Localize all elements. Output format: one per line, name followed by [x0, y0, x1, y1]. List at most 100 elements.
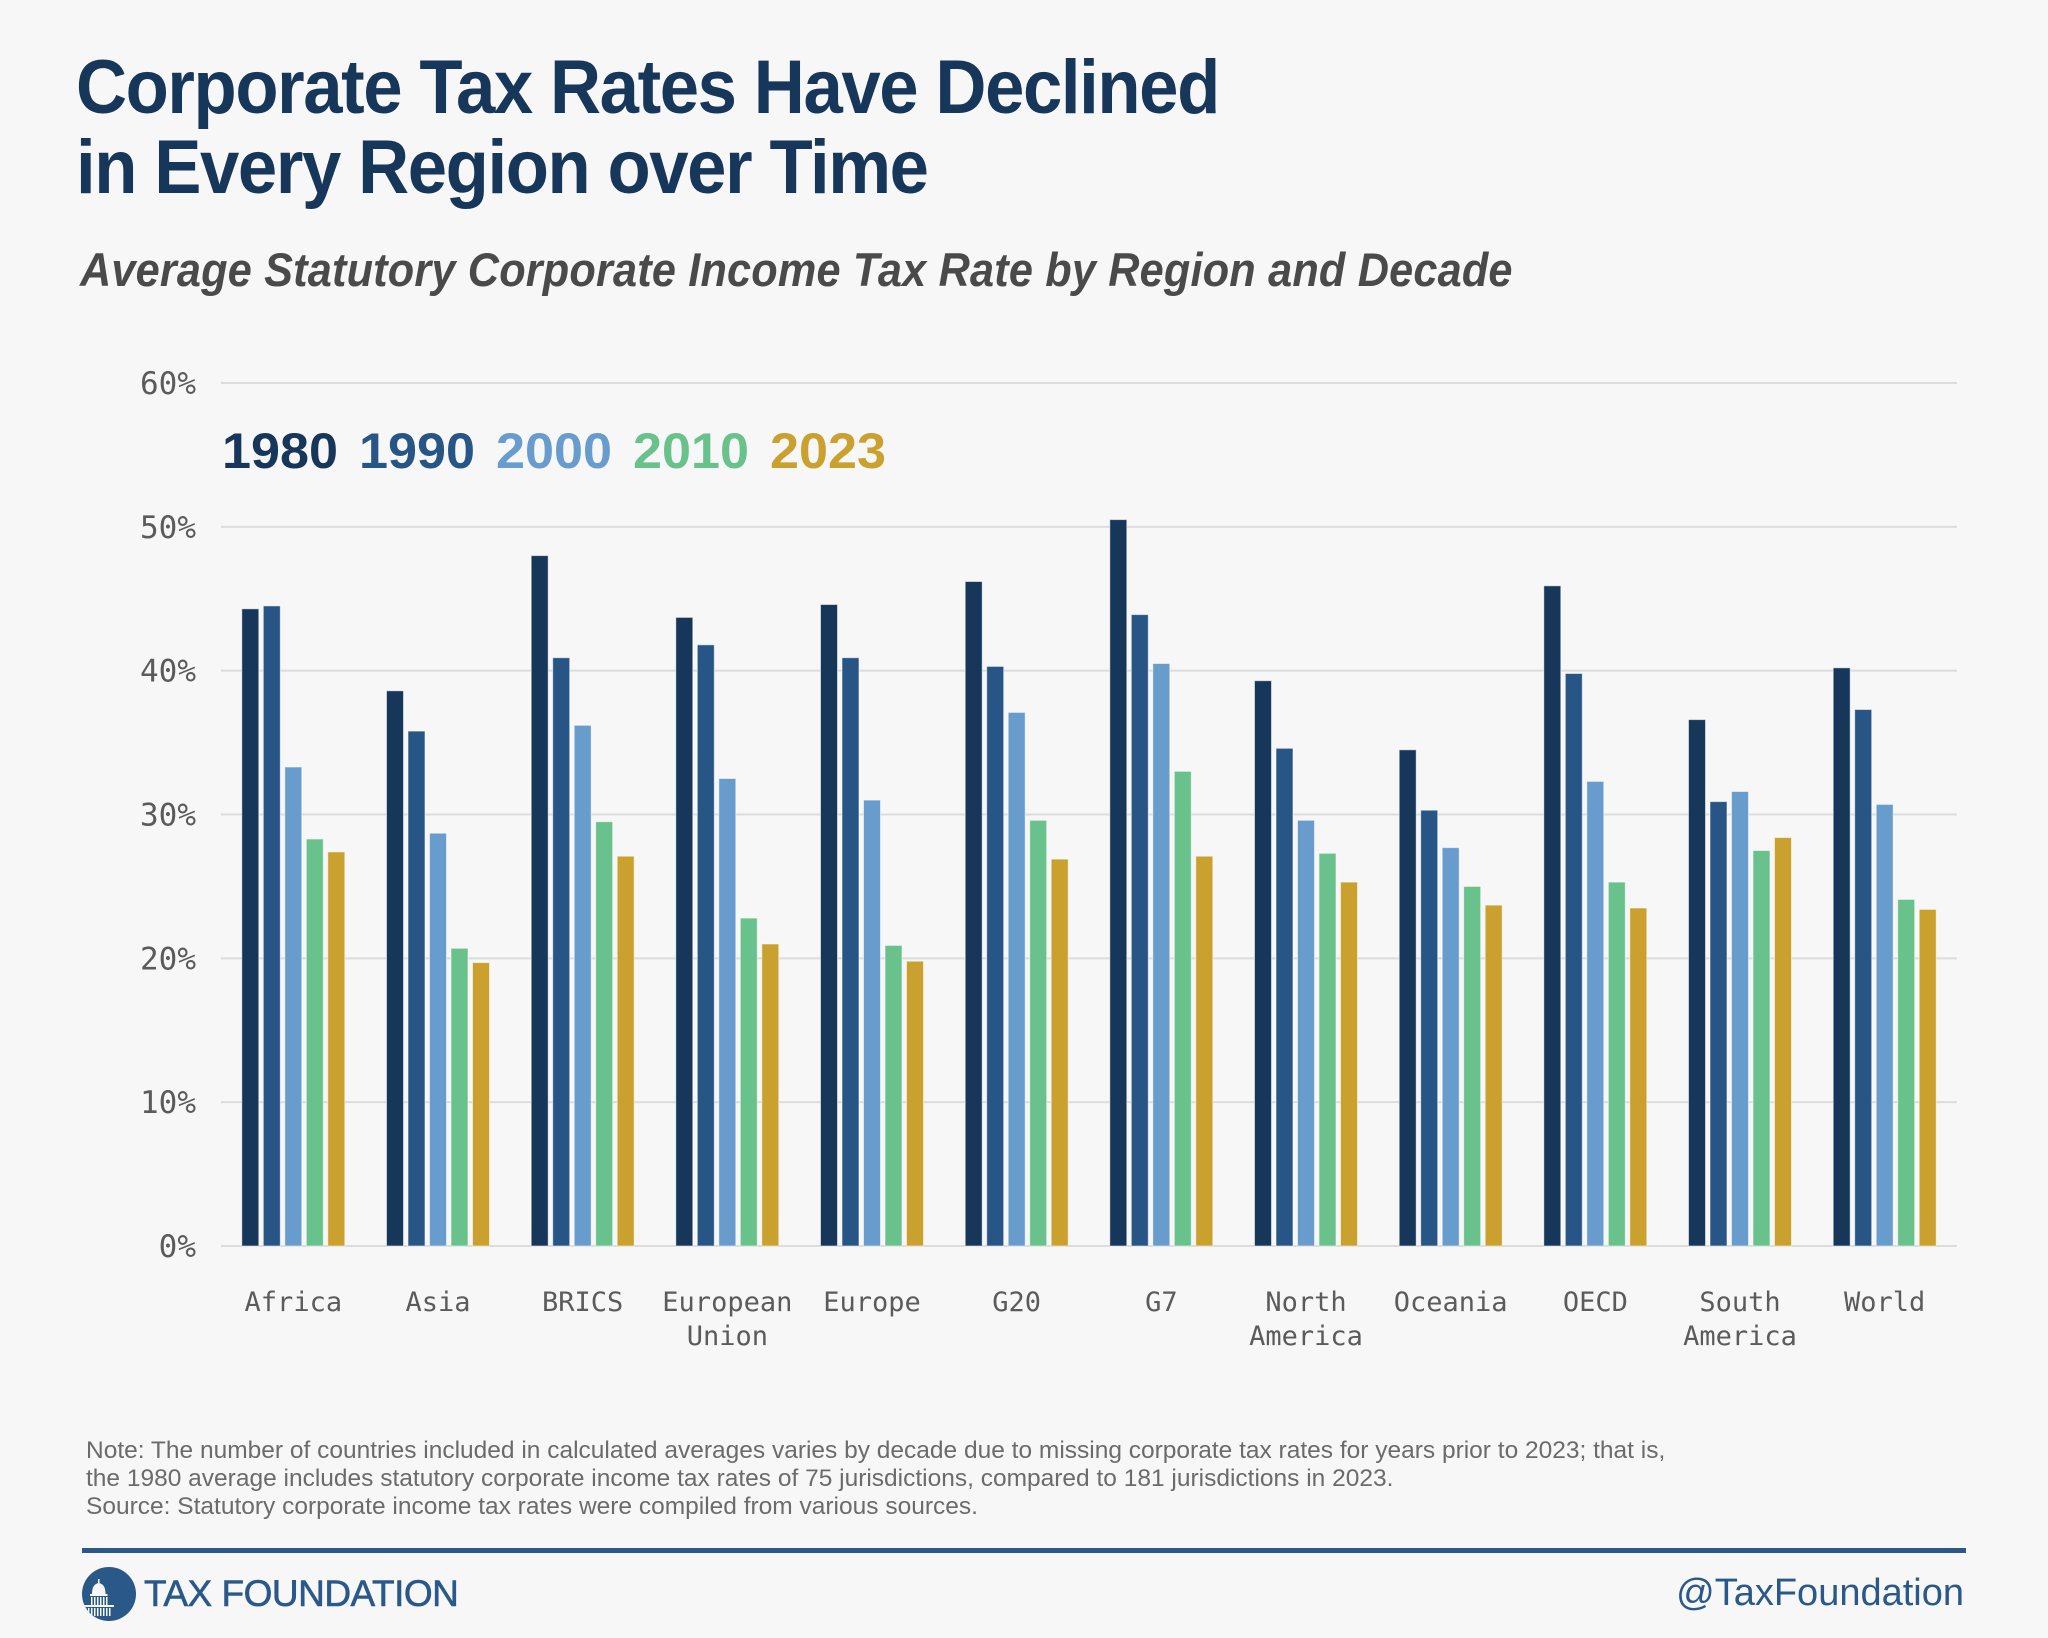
- bar-2023: [906, 960, 924, 1247]
- tax-foundation-logo: TAX FOUNDATION: [82, 1566, 459, 1622]
- bar-2010: [305, 838, 324, 1247]
- bar-1980: [1109, 519, 1128, 1247]
- bar-1980: [1398, 749, 1417, 1247]
- bar-group: [675, 616, 780, 1247]
- x-tick-label-line: Oceania: [1394, 1287, 1508, 1318]
- x-axis-labels: Africa Asia BRICS European Union Europe G20 G7 N…: [245, 1287, 1926, 1352]
- x-tick-label: BRICS: [542, 1287, 623, 1318]
- bar-1980: [241, 608, 260, 1247]
- chart-notes: Note: The number of countries included i…: [86, 1437, 1665, 1521]
- social-handle[interactable]: @TaxFoundation: [1676, 1572, 1964, 1614]
- bar-1980: [386, 690, 404, 1247]
- bar-1990: [696, 644, 715, 1247]
- bar-group: [964, 581, 1069, 1247]
- bar-2010: [1607, 881, 1626, 1247]
- x-tick-label-line: European: [662, 1287, 792, 1318]
- bar-2010: [1029, 819, 1048, 1247]
- logo-wordmark: TAX FOUNDATION: [144, 1573, 459, 1615]
- bar-1990: [986, 665, 1005, 1247]
- bar-group: [386, 690, 490, 1247]
- x-tick-label-line: BRICS: [542, 1287, 623, 1318]
- x-tick-label: Asia: [405, 1287, 470, 1318]
- bar-2000: [573, 724, 592, 1247]
- x-tick-label-line: Asia: [405, 1287, 470, 1318]
- x-tick-label-line: America: [1683, 1321, 1797, 1352]
- x-tick-label: North America: [1249, 1287, 1363, 1352]
- x-tick-label-line: G20: [992, 1287, 1041, 1318]
- bar-2010: [595, 821, 614, 1247]
- bar-1980: [1832, 667, 1851, 1247]
- bar-2010: [1463, 885, 1482, 1247]
- note-line-1: Note: The number of countries included i…: [86, 1437, 1666, 1464]
- y-tick-label: 50%: [140, 510, 196, 546]
- bar-2023: [616, 855, 635, 1247]
- chart-subtitle: Average Statutory Corporate Income Tax R…: [80, 243, 1513, 296]
- bar-1980: [1254, 680, 1272, 1247]
- bar-group: [1832, 667, 1937, 1247]
- legend-item-1980: 1980: [222, 423, 338, 479]
- bar-2010: [884, 944, 903, 1247]
- y-tick-label: 10%: [140, 1085, 196, 1121]
- bar-2023: [761, 943, 780, 1247]
- bar-2000: [1441, 847, 1460, 1247]
- bar-1990: [1564, 673, 1583, 1247]
- bar-1990: [262, 605, 281, 1247]
- legend-item-2023: 2023: [770, 423, 886, 479]
- bar-2010: [1752, 850, 1771, 1247]
- bar-2000: [284, 766, 303, 1247]
- x-tick-label: Europe: [823, 1287, 921, 1318]
- bar-group: [530, 555, 635, 1247]
- bar-1980: [820, 604, 838, 1247]
- bars: [241, 519, 1937, 1247]
- capitol-dome-icon: [82, 1567, 136, 1621]
- bar-2000: [1731, 791, 1749, 1247]
- bar-2000: [1297, 819, 1315, 1247]
- bar-2000: [1875, 803, 1894, 1247]
- bar-1990: [552, 657, 571, 1247]
- bar-1980: [1543, 585, 1562, 1247]
- x-tick-label: Oceania: [1394, 1287, 1508, 1318]
- x-tick-label-line: South: [1699, 1287, 1780, 1318]
- x-tick-label: Africa: [245, 1287, 343, 1318]
- y-tick-label: 0%: [159, 1229, 197, 1265]
- bar-2000: [718, 778, 737, 1247]
- y-tick-label: 40%: [140, 654, 196, 690]
- bar-2010: [1897, 898, 1916, 1247]
- bar-2023: [1774, 837, 1792, 1247]
- footer-divider: [82, 1548, 1966, 1553]
- bar-1990: [841, 657, 860, 1247]
- bar-2023: [1629, 907, 1648, 1247]
- gridlines: [221, 382, 1957, 1247]
- chart-title-line-1: Corporate Tax Rates Have Declined: [76, 45, 1220, 130]
- bar-2023: [1918, 908, 1937, 1247]
- x-tick-label-line: OECD: [1563, 1287, 1628, 1318]
- x-tick-label: European Union: [662, 1287, 792, 1352]
- x-tick-label-line: America: [1249, 1321, 1363, 1352]
- bar-2000: [1586, 780, 1605, 1247]
- bar-1990: [1420, 809, 1439, 1247]
- bar-2010: [1173, 770, 1192, 1247]
- x-tick-label: G20: [992, 1287, 1041, 1318]
- source-line: Source: Statutory corporate income tax r…: [86, 1493, 978, 1520]
- chart-title: Corporate Tax Rates Have Declined in Eve…: [76, 45, 1220, 208]
- bar-1990: [1709, 801, 1728, 1247]
- x-tick-label-line: World: [1844, 1287, 1925, 1318]
- x-tick-label-line: Europe: [823, 1287, 921, 1318]
- x-tick-label: G7: [1145, 1287, 1178, 1318]
- y-tick-label: 30%: [140, 798, 196, 834]
- x-tick-label: South America: [1683, 1287, 1797, 1352]
- bar-1990: [1275, 747, 1294, 1247]
- bar-2000: [863, 799, 881, 1247]
- legend: 1980 1990 2000 2010 2023: [222, 423, 886, 479]
- x-tick-label-line: Union: [687, 1321, 768, 1352]
- bar-1990: [1854, 709, 1873, 1247]
- bar-1980: [1688, 719, 1706, 1247]
- bar-2023: [1195, 855, 1214, 1247]
- bar-2023: [1340, 881, 1358, 1247]
- bar-2023: [1484, 904, 1503, 1247]
- y-tick-label: 20%: [140, 941, 196, 977]
- x-tick-label-line: Africa: [245, 1287, 343, 1318]
- bar-1980: [530, 555, 549, 1247]
- bar-1990: [1130, 614, 1149, 1247]
- y-tick-label: 60%: [140, 366, 196, 402]
